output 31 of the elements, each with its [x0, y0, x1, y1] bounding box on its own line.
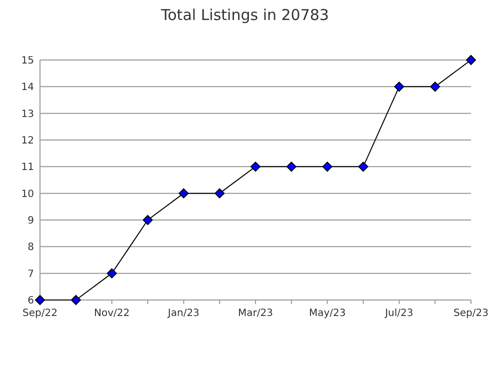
x-tick-label: Mar/23: [238, 308, 273, 319]
x-tick-label: Jul/23: [384, 308, 414, 319]
point: [466, 55, 476, 65]
chart-title: Total Listings in 20783: [160, 6, 329, 24]
point: [178, 188, 189, 198]
y-tick-label: 12: [21, 136, 34, 146]
y-tick-label: 7: [28, 268, 34, 280]
point: [142, 215, 153, 225]
point: [394, 82, 404, 92]
x-tick-label: Sep/23: [454, 308, 488, 319]
y-tick-label: 13: [21, 108, 34, 120]
point: [214, 188, 225, 198]
y-tick-label: 11: [21, 162, 34, 174]
x-tick-label: Nov/22: [94, 308, 130, 319]
y-tick-label: 15: [21, 56, 34, 66]
y-tick-label: 10: [21, 188, 34, 200]
y-tick-label: 6: [28, 296, 34, 306]
x-tick-label: May/23: [308, 308, 346, 319]
x-tick-label: Jan/23: [166, 308, 200, 319]
y-tick-label: 9: [28, 216, 34, 226]
y-tick-label: 8: [28, 242, 34, 254]
point: [358, 162, 368, 172]
point: [70, 295, 81, 305]
point: [286, 162, 296, 172]
y-tick-label: 14: [21, 82, 34, 94]
point: [35, 295, 45, 305]
point: [106, 268, 117, 278]
x-tick-label: Sep/22: [22, 308, 58, 319]
point: [322, 162, 332, 172]
point: [250, 162, 260, 172]
point: [430, 82, 440, 92]
